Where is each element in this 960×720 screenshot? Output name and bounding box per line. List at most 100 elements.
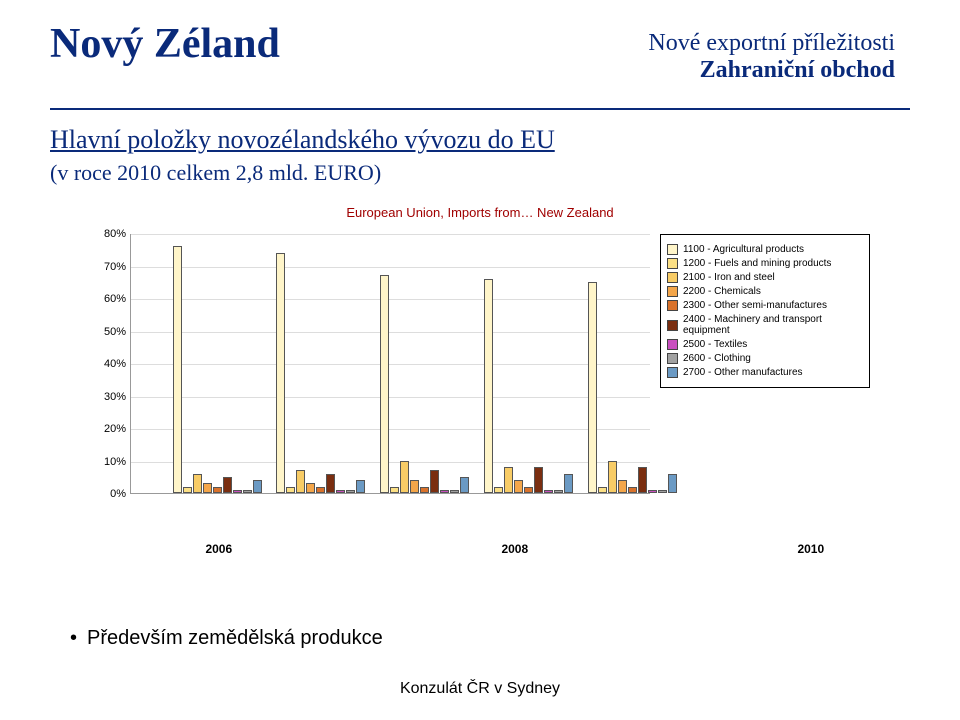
bar: [534, 467, 543, 493]
bar: [213, 487, 222, 494]
y-tick: 10%: [104, 456, 126, 468]
bar: [233, 490, 242, 493]
legend-label: 2100 - Iron and steel: [683, 272, 775, 283]
year-group: [588, 234, 677, 493]
bar: [346, 490, 355, 493]
legend-item: 1100 - Agricultural products: [667, 244, 863, 255]
bar-cluster: [484, 234, 573, 493]
bar: [296, 470, 305, 493]
bar: [410, 480, 419, 493]
bar: [638, 467, 647, 493]
legend-item: 2200 - Chemicals: [667, 286, 863, 297]
legend-label: 2700 - Other manufactures: [683, 367, 803, 378]
legend-label: 2400 - Machinery and transport equipment: [683, 314, 863, 336]
y-tick: 60%: [104, 293, 126, 305]
legend-item: 2100 - Iron and steel: [667, 272, 863, 283]
y-tick: 20%: [104, 423, 126, 435]
x-label: 2008: [501, 542, 528, 556]
year-group: [380, 234, 469, 493]
legend-item: 2400 - Machinery and transport equipment: [667, 314, 863, 336]
chart: European Union, Imports from… New Zealan…: [90, 205, 870, 575]
bar: [440, 490, 449, 493]
bar: [598, 487, 607, 494]
legend-label: 2200 - Chemicals: [683, 286, 761, 297]
bar: [524, 487, 533, 494]
y-axis: 0%10%20%30%40%50%60%70%80%: [90, 234, 130, 494]
bar: [276, 253, 285, 494]
footer: Konzulát ČR v Sydney: [0, 680, 960, 698]
header-right: Nové exportní příležitosti Zahraniční ob…: [648, 30, 895, 84]
bar: [588, 282, 597, 493]
bar: [504, 467, 513, 493]
bar: [648, 490, 657, 493]
subnote: (v roce 2010 celkem 2,8 mld. EURO): [50, 160, 381, 186]
bar: [544, 490, 553, 493]
legend-item: 2500 - Textiles: [667, 339, 863, 350]
legend-label: 2500 - Textiles: [683, 339, 747, 350]
page-title: Nový Zéland: [50, 20, 280, 68]
legend-label: 1100 - Agricultural products: [683, 244, 804, 255]
bar: [420, 487, 429, 494]
legend-label: 1200 - Fuels and mining products: [683, 258, 831, 269]
legend-item: 1200 - Fuels and mining products: [667, 258, 863, 269]
bar-cluster: [588, 234, 677, 493]
legend-label: 2600 - Clothing: [683, 353, 751, 364]
bar: [356, 480, 365, 493]
x-label: 2010: [797, 542, 824, 556]
bar: [183, 487, 192, 494]
year-group: [484, 234, 573, 493]
y-tick: 0%: [110, 488, 126, 500]
bullet-point: Především zemědělská produkce: [70, 627, 383, 650]
bar: [608, 461, 617, 494]
chart-body: 0%10%20%30%40%50%60%70%80% 1100 - Agricu…: [90, 234, 870, 534]
legend-item: 2300 - Other semi-manufactures: [667, 300, 863, 311]
plot-area: [130, 234, 650, 494]
subtitle: Hlavní položky novozélandského vývozu do…: [50, 125, 555, 155]
y-tick: 70%: [104, 261, 126, 273]
bar-cluster: [380, 234, 469, 493]
x-label: 2006: [205, 542, 232, 556]
y-tick: 50%: [104, 326, 126, 338]
bar: [618, 480, 627, 493]
legend-item: 2700 - Other manufactures: [667, 367, 863, 378]
bar: [380, 275, 389, 493]
bar: [173, 246, 182, 493]
header-line-1: Nové exportní příležitosti: [648, 30, 895, 57]
bar: [450, 490, 459, 493]
bar: [554, 490, 563, 493]
bar: [306, 483, 315, 493]
bar: [484, 279, 493, 494]
header-divider: [50, 108, 910, 110]
bar: [326, 474, 335, 494]
bar: [203, 483, 212, 493]
y-tick: 40%: [104, 358, 126, 370]
bar: [223, 477, 232, 493]
year-group: [276, 234, 365, 493]
bar: [668, 474, 677, 494]
bar: [460, 477, 469, 493]
legend-label: 2300 - Other semi-manufactures: [683, 300, 827, 311]
bar: [628, 487, 637, 494]
bar: [494, 487, 503, 494]
bar: [430, 470, 439, 493]
bar: [286, 487, 295, 494]
y-tick: 80%: [104, 228, 126, 240]
bar: [390, 487, 399, 494]
bar: [564, 474, 573, 494]
bar: [658, 490, 667, 493]
chart-title: European Union, Imports from… New Zealan…: [90, 205, 870, 220]
header-line-2: Zahraniční obchod: [648, 57, 895, 84]
legend: 1100 - Agricultural products 1200 - Fuels…: [660, 234, 870, 388]
bar: [243, 490, 252, 493]
bar-cluster: [173, 234, 262, 493]
x-axis: 2006 2008 2010: [130, 534, 870, 564]
y-tick: 30%: [104, 391, 126, 403]
bar-cluster: [276, 234, 365, 493]
bar: [316, 487, 325, 494]
legend-item: 2600 - Clothing: [667, 353, 863, 364]
year-group: [173, 234, 262, 493]
bar: [253, 480, 262, 493]
bar: [400, 461, 409, 494]
bar: [193, 474, 202, 494]
bar: [514, 480, 523, 493]
